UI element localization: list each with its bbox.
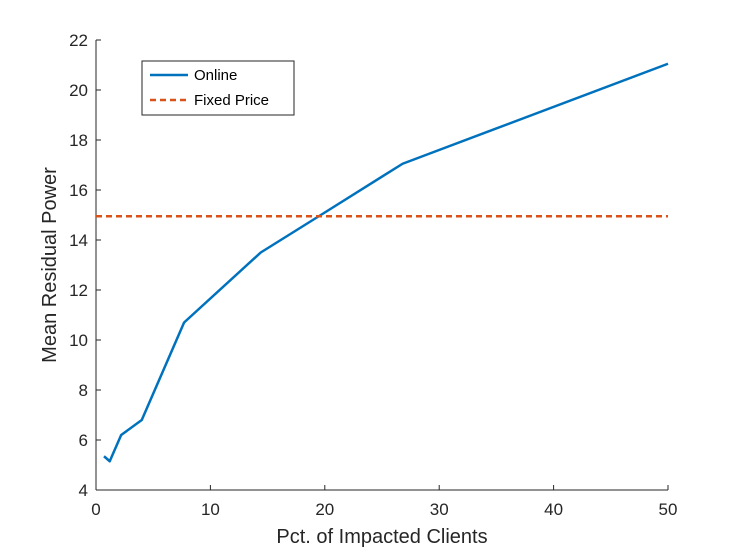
y-ticks: 4 6 8 10 12 14 16 18 20 22 <box>69 31 101 500</box>
legend-label-fixed-price: Fixed Price <box>194 92 269 109</box>
x-ticks: 0 10 20 30 40 50 <box>91 485 677 519</box>
y-tick-label: 8 <box>79 381 88 400</box>
y-tick-label: 6 <box>79 431 88 450</box>
y-tick-label: 10 <box>69 331 88 350</box>
y-tick-label: 16 <box>69 181 88 200</box>
x-tick-label: 30 <box>430 500 449 519</box>
x-tick-label: 0 <box>91 500 100 519</box>
x-tick-label: 50 <box>659 500 678 519</box>
series-line-online <box>103 62 669 463</box>
x-axis-label: Pct. of Impacted Clients <box>276 526 487 548</box>
y-tick-label: 22 <box>69 31 88 50</box>
legend: Online Fixed Price <box>141 60 295 116</box>
x-tick-label: 40 <box>544 500 563 519</box>
y-tick-label: 14 <box>69 231 88 250</box>
y-tick-label: 12 <box>69 281 88 300</box>
x-tick-label: 10 <box>201 500 220 519</box>
y-axis-label: Mean Residual Power <box>39 167 61 363</box>
y-tick-label: 4 <box>79 481 88 500</box>
y-tick-label: 20 <box>69 81 88 100</box>
x-tick-label: 20 <box>315 500 334 519</box>
legend-box <box>141 60 295 116</box>
y-tick-label: 18 <box>69 131 88 150</box>
axes <box>95 40 668 491</box>
legend-label-online: Online <box>194 67 237 84</box>
data-series <box>96 62 669 463</box>
